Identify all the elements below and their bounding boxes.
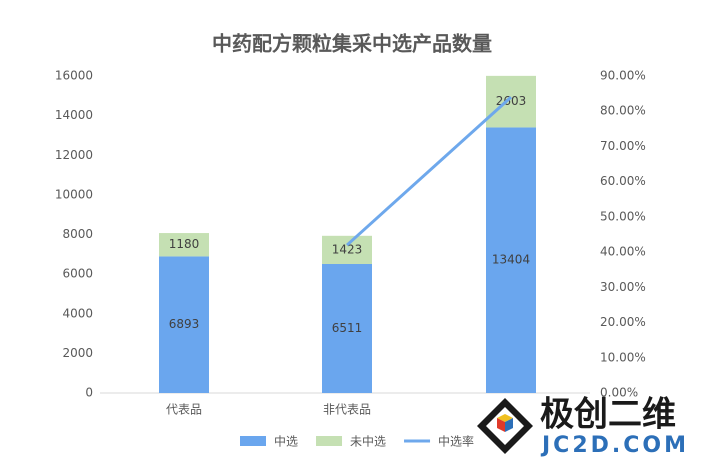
y-tick-label: 4000 <box>62 306 93 320</box>
y-tick-label: 16000 <box>55 69 93 83</box>
watermark-site: JC2D.COM <box>540 433 689 458</box>
data-label: 1180 <box>169 237 200 251</box>
data-label: 13404 <box>492 253 530 267</box>
y2-tick-label: 90.00% <box>600 69 646 83</box>
data-label: 6893 <box>169 317 200 331</box>
legend-label: 中选 <box>274 434 298 449</box>
logo <box>497 418 505 432</box>
data-label: 6511 <box>332 321 363 335</box>
chart-title: 中药配方颗粒集采中选产品数量 <box>212 32 492 56</box>
bar-segment <box>322 264 372 393</box>
legend-swatch <box>316 436 343 446</box>
y-tick-label: 12000 <box>55 148 93 162</box>
y-tick-label: 0 <box>85 386 93 400</box>
y-tick-label: 2000 <box>62 346 93 360</box>
y2-tick-label: 50.00% <box>600 209 646 223</box>
legend-label: 未中选 <box>350 434 386 449</box>
legend-swatch <box>240 436 266 446</box>
y2-tick-label: 30.00% <box>600 280 646 294</box>
legend-label: 中选率 <box>438 434 474 449</box>
bar-segment <box>486 75 536 128</box>
y-tick-label: 10000 <box>55 187 93 201</box>
x-tick-label: 非代表品 <box>323 403 371 417</box>
watermark: 极创二维 JC2D.COM <box>477 395 689 458</box>
bar-segment <box>159 233 209 257</box>
bar-segment <box>486 127 536 393</box>
y-tick-label: 14000 <box>55 108 93 122</box>
y2-tick-label: 10.00% <box>600 350 646 364</box>
line-series <box>345 96 513 247</box>
data-label: 1423 <box>332 242 363 256</box>
logo <box>505 418 513 432</box>
y2-tick-label: 0.00% <box>600 386 638 400</box>
y-tick-label: 8000 <box>62 227 93 241</box>
x-tick-label: 代表品 <box>166 403 202 417</box>
y2-tick-label: 40.00% <box>600 245 646 259</box>
watermark-name: 极创二维 <box>540 395 676 435</box>
y2-tick-label: 70.00% <box>600 139 646 153</box>
bar-segment <box>159 256 209 393</box>
y2-tick-label: 20.00% <box>600 315 646 329</box>
bar-segment <box>322 235 372 265</box>
y2-tick-label: 60.00% <box>600 174 646 188</box>
y2-tick-label: 80.00% <box>600 104 646 118</box>
y-tick-label: 6000 <box>62 267 93 281</box>
